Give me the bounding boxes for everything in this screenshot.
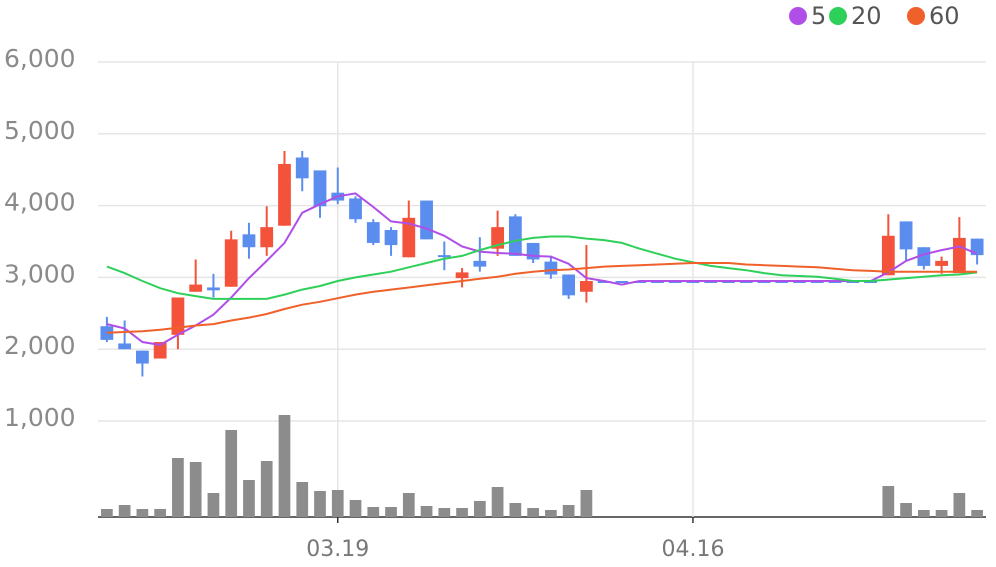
volume-bar	[349, 500, 362, 517]
x-tick-label: 03.19	[306, 537, 369, 562]
volume-bar	[136, 509, 149, 517]
volume-bar	[314, 491, 326, 517]
volume-bar	[172, 458, 184, 517]
x-tick-label: 04.16	[661, 537, 724, 562]
legend-label: 5	[811, 2, 826, 30]
candle-body	[420, 200, 433, 240]
candle-body	[100, 326, 114, 340]
y-tick-label: 2,000	[4, 331, 76, 360]
candle-body	[207, 287, 220, 291]
y-tick-label: 6,000	[4, 44, 76, 73]
candle-body	[491, 227, 504, 249]
candle-body	[153, 342, 167, 359]
candle-body	[615, 280, 629, 283]
candle-body	[171, 297, 185, 335]
volume-bar	[225, 430, 238, 517]
candle-body	[384, 230, 398, 246]
volume-bar	[438, 508, 451, 517]
candle-body	[189, 284, 203, 292]
ma-line	[106, 262, 978, 334]
legend-item: 20	[829, 2, 882, 30]
volume-bar	[118, 505, 131, 517]
volume-bar	[260, 461, 273, 517]
volume-bar	[527, 508, 539, 517]
candle-body	[881, 235, 895, 276]
volume-bar	[207, 493, 220, 517]
volume-bar	[296, 482, 309, 517]
volume-bar	[243, 480, 255, 517]
y-tick-label: 1,000	[4, 403, 76, 432]
candle-body	[437, 255, 451, 258]
candle-body	[278, 163, 291, 226]
volume-bar	[420, 506, 433, 517]
candle-body	[224, 239, 238, 287]
legend-item: 5	[789, 2, 826, 30]
volume-bar	[545, 510, 557, 517]
candle-body	[970, 238, 984, 256]
volume-bar	[935, 510, 948, 517]
candle-body	[349, 198, 362, 220]
candle-body	[952, 237, 966, 274]
volume-bar	[900, 503, 912, 517]
candle-body	[313, 170, 327, 207]
candle-body	[935, 260, 948, 266]
legend-swatch	[829, 7, 847, 25]
legend-item: 60	[907, 2, 960, 30]
volume-bar	[473, 501, 486, 517]
volume-bar	[278, 415, 291, 517]
volume-bar	[580, 490, 593, 517]
candle-body	[136, 350, 149, 364]
candle-body	[260, 227, 274, 248]
volume-bar	[331, 490, 344, 517]
volume-bar	[385, 507, 397, 517]
candle-body	[917, 247, 931, 266]
candle-body	[118, 343, 132, 350]
candle-body	[544, 261, 558, 275]
volume-bar	[953, 493, 966, 517]
y-tick-label: 5,000	[4, 116, 76, 145]
volume-bar	[971, 510, 983, 517]
volume-bar	[882, 486, 895, 517]
legend-label: 20	[851, 2, 882, 30]
y-tick-label: 3,000	[4, 259, 76, 288]
ma-line	[106, 192, 978, 346]
candle-body	[580, 280, 593, 292]
volume-bar	[917, 510, 930, 517]
ma-line	[106, 235, 978, 300]
candle-body	[473, 260, 487, 267]
volume-bar	[154, 509, 167, 517]
y-tick-label: 4,000	[4, 188, 76, 217]
volume-bar	[562, 505, 575, 517]
legend-swatch	[789, 7, 807, 25]
volume-bar	[402, 493, 415, 517]
candle-body	[455, 272, 469, 279]
candle-body	[899, 221, 913, 250]
volume-bar	[101, 509, 113, 517]
volume-bar	[456, 508, 468, 517]
candle-body	[242, 234, 256, 248]
volume-bar	[491, 487, 504, 517]
volume-bar	[509, 503, 522, 517]
legend-swatch	[907, 7, 925, 25]
candle-body	[366, 222, 380, 243]
legend-label: 60	[929, 2, 960, 30]
candle-body	[402, 217, 416, 258]
candle-body	[508, 216, 522, 256]
candle-body	[562, 274, 576, 296]
volume-bar	[189, 462, 202, 517]
candle-body	[295, 157, 309, 179]
volume-bar	[367, 507, 380, 517]
